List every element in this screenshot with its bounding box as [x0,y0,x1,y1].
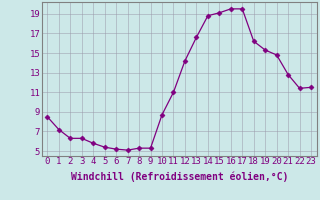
X-axis label: Windchill (Refroidissement éolien,°C): Windchill (Refroidissement éolien,°C) [70,172,288,182]
